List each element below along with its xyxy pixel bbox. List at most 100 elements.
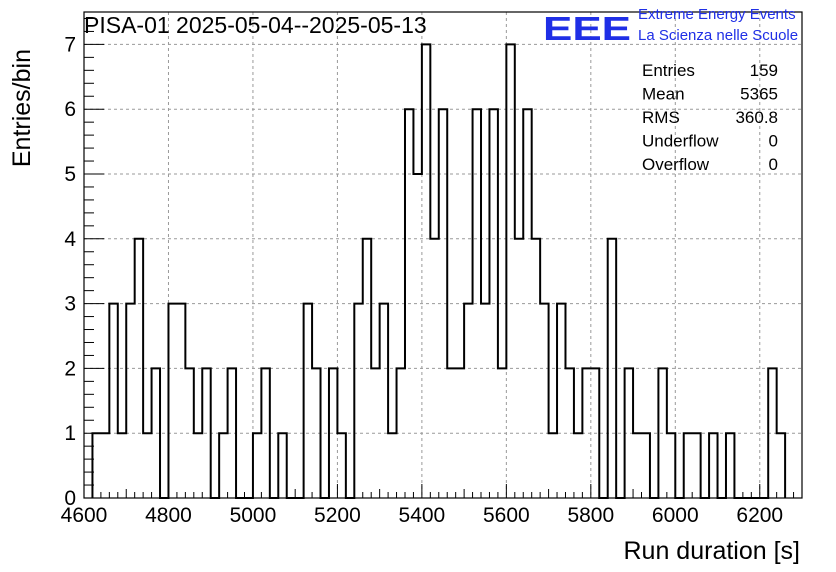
stat-label: RMS [642,108,680,127]
histogram-bin [481,304,489,498]
histogram-bin [397,368,405,498]
histogram-bin [422,44,430,498]
histogram-bin [549,433,557,498]
histogram-bin [574,433,582,498]
y-tick-label: 4 [64,228,76,251]
histogram-bin [658,368,666,498]
histogram-bin [447,368,455,498]
histogram-bin [101,433,109,498]
histogram-bin [608,239,616,498]
histogram-bin [261,368,269,498]
histogram-bin [768,368,776,498]
histogram-bin [185,368,193,498]
stat-label: Entries [642,61,695,80]
histogram-bin [642,433,650,498]
histogram-bin [777,433,785,498]
axes [83,11,803,499]
y-tick-labels: 0 1 2 3 4 5 6 7 [64,33,76,510]
histogram-bin [278,433,286,498]
histogram-bin [109,304,117,498]
histogram-outline [91,43,787,499]
histogram-bin [143,433,151,498]
histogram-bin [532,239,540,498]
histogram-bin [312,368,320,498]
histogram-bin [506,44,514,498]
x-tick-label: 5200 [314,504,361,527]
x-tick-label: 5000 [230,504,277,527]
histogram-bin [633,433,641,498]
histogram-bin [464,304,472,498]
x-tick-label: 6000 [652,504,699,527]
x-tick-labels: 4600 4800 5000 5200 5400 5600 5800 6000 6200 [61,504,783,527]
y-tick-label: 1 [64,422,76,445]
x-tick-label: 4800 [145,504,192,527]
y-tick-label: 6 [64,98,76,121]
histogram-bin [388,433,396,498]
chart-title: PISA-01 2025-05-04--2025-05-13 [84,12,427,38]
histogram-bin [253,433,261,498]
y-axis-label: Entries/bin [8,49,36,167]
histogram-bin [405,109,413,498]
logo-line-1: Extreme Energy Events [638,6,796,23]
histogram-bin [228,368,236,498]
histogram-bin [413,174,421,498]
histogram-bin [202,368,210,498]
histogram-bin [168,304,176,498]
histogram-bin [177,304,185,498]
histogram-bin [523,109,531,498]
histogram-bin [557,304,565,498]
stats-box: Entries 159 Mean 5365 RMS 360.8 Underflow 0 Over… [642,61,778,174]
histogram-bin [337,433,345,498]
histogram-bin [582,368,590,498]
y-tick-label: 2 [64,357,76,380]
histogram-bin [219,433,227,498]
histogram-bin [565,368,573,498]
y-tick-label: 0 [64,487,76,510]
y-tick-label: 7 [64,33,76,56]
histogram-bin [726,433,734,498]
stat-label: Mean [642,85,685,104]
histogram-bin [515,239,523,498]
histogram-bin [354,304,362,498]
histogram-bin [439,109,447,498]
x-tick-label: 6200 [736,504,783,527]
histogram-bin [667,433,675,498]
stat-label: Overflow [642,155,710,174]
histogram-bin [540,304,548,498]
x-axis-label: Run duration [s] [624,537,801,565]
x-tick-label: 5600 [483,504,530,527]
histogram-bin [473,109,481,498]
histogram-bin [304,304,312,498]
stat-value: 0 [769,155,778,174]
histogram-bin [135,239,143,498]
eee-logo: EEE [543,10,631,47]
histogram-bin [591,368,599,498]
stat-value: 0 [769,132,778,151]
histogram-bin [126,304,134,498]
histogram-bin [456,368,464,498]
histogram-bin [371,368,379,498]
stat-value: 5365 [740,85,778,104]
x-tick-label: 4600 [61,504,108,527]
logo-line-2: La Scienza nelle Scuole [638,27,798,44]
histogram-bin [692,433,700,498]
histogram-bin [430,239,438,498]
histogram-bin [498,368,506,498]
stat-label: Underflow [642,132,719,151]
histogram-bin [363,239,371,498]
y-tick-label: 5 [64,163,76,186]
histogram-bin [118,433,126,498]
plot-frame [83,11,803,499]
y-tick-label: 3 [64,293,76,316]
histogram-bin [684,433,692,498]
histogram-bin [152,368,160,498]
stat-value: 360.8 [735,108,778,127]
histogram-bin [625,368,633,498]
histogram-bin [489,109,497,498]
stat-value: 159 [750,61,778,80]
x-tick-label: 5400 [399,504,446,527]
x-tick-label: 5800 [567,504,614,527]
histogram-bin [380,304,388,498]
histogram-bin [194,433,202,498]
